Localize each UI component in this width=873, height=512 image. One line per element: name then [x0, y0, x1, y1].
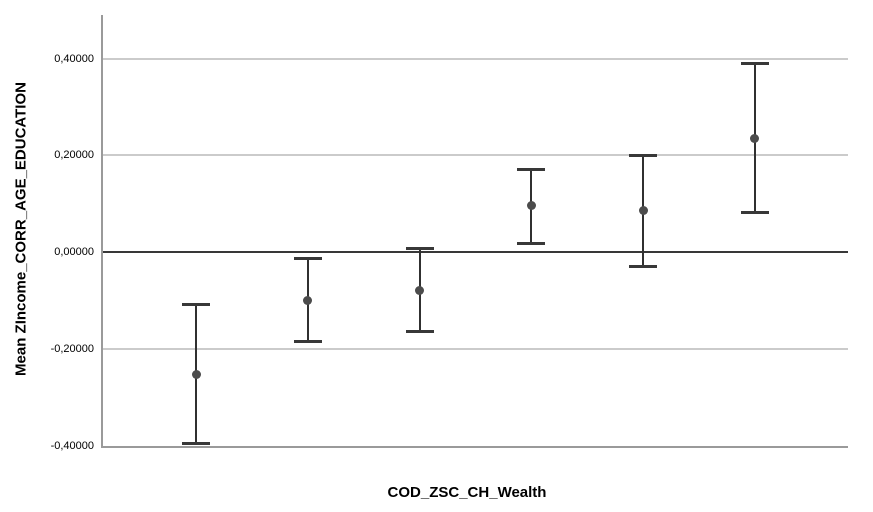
- error-bar-cap-bottom: [629, 264, 658, 268]
- error-bar: [740, 62, 769, 215]
- mean-dot: [526, 201, 536, 211]
- error-bar-cap-top: [182, 302, 211, 306]
- mean-dot: [303, 295, 313, 305]
- y-tick-label: 0,00000: [54, 246, 94, 259]
- error-bar-cap-bottom: [517, 241, 546, 245]
- y-tick-label: 0,40000: [54, 52, 94, 65]
- y-tick-label: 0,20000: [54, 149, 94, 162]
- error-bar: [293, 256, 322, 343]
- error-bar: [182, 302, 211, 446]
- error-bar-cap-top: [517, 168, 546, 172]
- plot-area: [101, 15, 848, 448]
- gridline: [103, 348, 848, 351]
- error-bar: [629, 153, 658, 268]
- error-bar-cap-top: [293, 256, 322, 260]
- zero-reference-line: [103, 251, 848, 254]
- mean-dot: [415, 285, 425, 295]
- error-bar-cap-top: [405, 247, 434, 251]
- y-tick-label: -0,40000: [50, 440, 94, 452]
- error-bar-cap-top: [740, 62, 769, 66]
- y-tick-label: -0,20000: [50, 343, 94, 356]
- x-axis-title: COD_ZSC_CH_Wealth: [387, 484, 547, 501]
- error-bar-cap-bottom: [740, 211, 769, 215]
- error-bar: [405, 247, 434, 333]
- y-axis-title: Mean ZIncome_CORR_AGE_EDUCATION: [12, 82, 30, 376]
- error-bar-cap-bottom: [293, 339, 322, 343]
- error-bar-cap-top: [629, 153, 658, 157]
- gridline: [103, 57, 848, 60]
- error-bar-cap-bottom: [182, 442, 211, 446]
- error-bar: [517, 168, 546, 245]
- mean-dot: [638, 206, 648, 216]
- gridline: [103, 154, 848, 157]
- mean-dot: [191, 370, 201, 380]
- mean-dot: [750, 133, 760, 143]
- error-bar-cap-bottom: [405, 329, 434, 333]
